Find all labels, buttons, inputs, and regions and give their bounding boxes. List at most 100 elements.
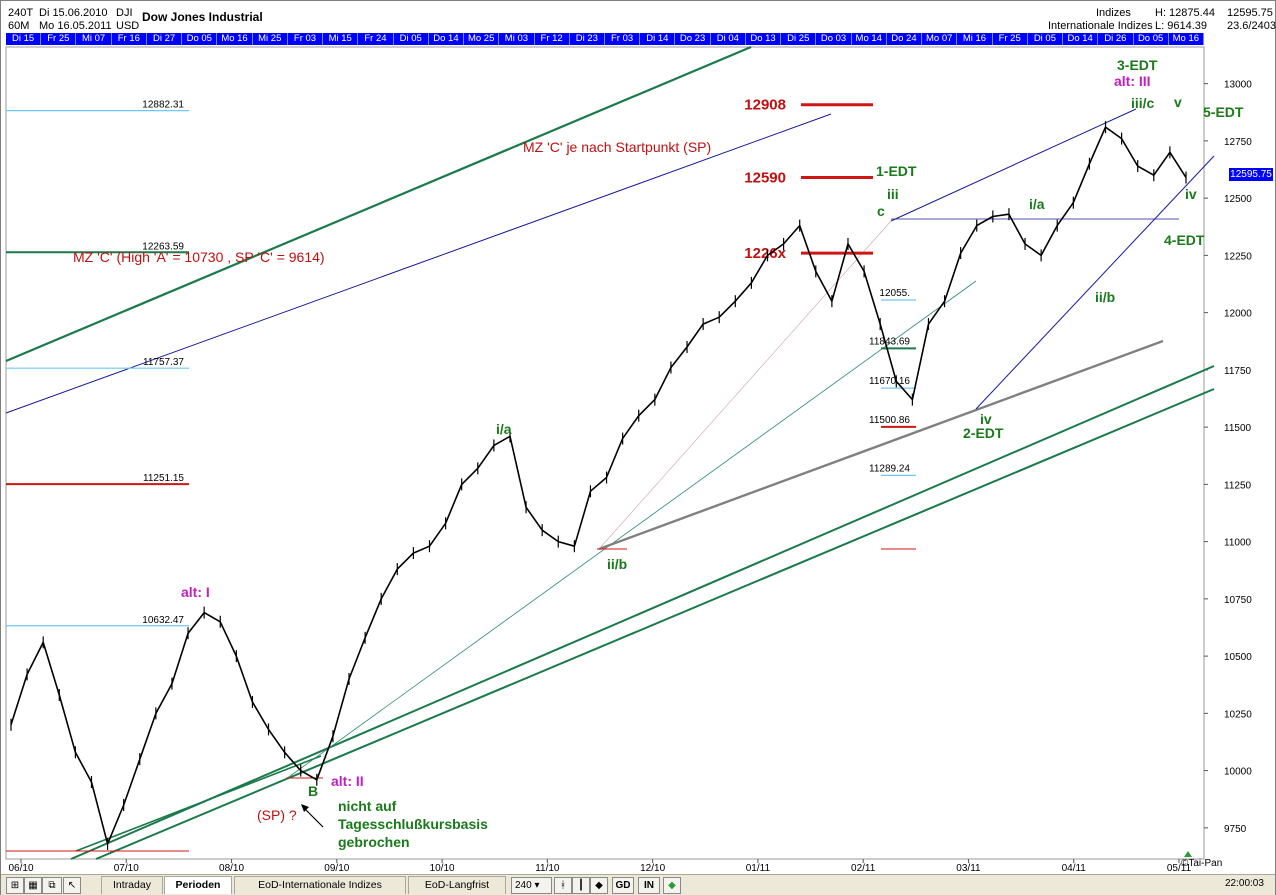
green-marker-icon: [1184, 851, 1192, 857]
grid-icon[interactable]: ▦: [24, 877, 42, 894]
date-strip-item[interactable]: Mi 15: [323, 33, 359, 45]
y-tick-label: 11000: [1224, 538, 1252, 549]
date-strip-item[interactable]: Do 03: [816, 33, 852, 45]
note-arrow-head: [301, 804, 309, 812]
target-level-label: 12908: [744, 97, 786, 114]
date-strip-item[interactable]: Do 05: [182, 33, 218, 45]
annotation-wave-ia-1: i/a: [496, 421, 512, 437]
bar-chart-icon[interactable]: ᚼ: [554, 877, 572, 894]
annotation-note-1: nicht auf: [338, 798, 397, 814]
date-strip-item[interactable]: Fr 03: [288, 33, 324, 45]
y-tick-label: 10750: [1224, 595, 1252, 606]
x-tick-label: 07/10: [114, 863, 139, 874]
date-strip-item[interactable]: Mi 07: [76, 33, 112, 45]
annotation-mz-c-high: MZ 'C' (High 'A' = 10730 , SP 'C' = 9614…: [73, 249, 325, 265]
date-strip-item[interactable]: Fr 12: [535, 33, 570, 45]
annotation-alt-1: alt: I: [181, 584, 210, 600]
date-strip-item[interactable]: Di 26: [1098, 33, 1134, 45]
fan-line-thin: [285, 280, 977, 780]
note-arrow: [302, 806, 324, 828]
annotation-wave-iiic: iii/c: [1131, 95, 1155, 111]
date-strip-item[interactable]: Mi 16: [957, 33, 993, 45]
mz-c-channel-line: [5, 113, 832, 414]
expand-icon[interactable]: ⊞: [6, 877, 24, 894]
date-strip-item[interactable]: Do 14: [429, 33, 465, 45]
annotation-wave-iv-1: iv: [980, 411, 992, 427]
date-strip-item[interactable]: Do 23: [675, 33, 711, 45]
tab-eod-langfrist[interactable]: EoD-Langfrist: [408, 876, 506, 894]
plot-area: [5, 46, 1205, 860]
fib-level-label: 10632.47: [142, 615, 184, 626]
y-tick-label: 10250: [1224, 709, 1252, 720]
annotation-edt-4: 4-EDT: [1164, 232, 1205, 248]
y-tick-label: 12750: [1224, 137, 1252, 148]
date-strip-item[interactable]: Fr 03: [605, 33, 641, 45]
lower-wedge-line: [975, 155, 1215, 410]
gd-button[interactable]: GD: [612, 877, 634, 894]
date-strip-item[interactable]: Fr 25: [41, 33, 77, 45]
date-strip-item[interactable]: Di 25: [781, 33, 817, 45]
annotation-note-2: Tagesschlußkursbasis: [338, 816, 488, 832]
date-strip-item[interactable]: Fr 25: [993, 33, 1028, 45]
date-strip-item[interactable]: Di 15: [6, 33, 42, 45]
date-strip-item[interactable]: Di 14: [640, 33, 676, 45]
indicator-icon[interactable]: ◆: [663, 877, 681, 894]
date-strip-item[interactable]: Do 14: [1063, 33, 1099, 45]
annotation-alt-2: alt: II: [331, 773, 364, 789]
x-tick-label: 06/10: [8, 863, 33, 874]
cursor-icon[interactable]: ↖: [63, 877, 81, 894]
to-date: Mo 16.05.2011: [39, 20, 112, 32]
annotation-edt-1: 1-EDT: [876, 163, 917, 179]
date-strip-item[interactable]: Di 23: [570, 33, 605, 45]
upper-channel-line: [5, 45, 752, 363]
annotation-wave-iv-2: iv: [1185, 186, 1197, 202]
tab-perioden[interactable]: Perioden: [164, 876, 232, 894]
y-tick-label: 12000: [1224, 309, 1252, 320]
date-strip-item[interactable]: Mo 14: [852, 33, 887, 45]
date-strip-item[interactable]: Fr 24: [358, 33, 394, 45]
date-strip-item[interactable]: Mo 16: [217, 33, 253, 45]
low-value: L: 9614.39: [1155, 20, 1207, 32]
from-date: Di 15.06.2010: [39, 7, 108, 19]
annotation-wave-iib-1: ii/b: [607, 556, 627, 572]
annotation-note-3: gebrochen: [338, 834, 410, 850]
date-strip-item[interactable]: Mo 16: [1169, 33, 1204, 45]
date-strip-item[interactable]: Mo 07: [922, 33, 958, 45]
date-strip-item[interactable]: Di 05: [1028, 33, 1064, 45]
last-price-box: 12595.75: [1229, 168, 1273, 181]
date-strip-item[interactable]: Mi 25: [253, 33, 288, 45]
retrace-level-label: 11289.24: [869, 463, 910, 474]
date-strip-item[interactable]: Di 04: [711, 33, 746, 45]
tab-intraday[interactable]: Intraday: [101, 876, 163, 894]
y-tick-label: 11750: [1224, 366, 1252, 377]
price-chart[interactable]: 9750 10000 10250 10500 10750 11000 11250 11500 1…: [1, 1, 1275, 874]
date-strip-item[interactable]: Di 27: [147, 33, 183, 45]
price-line: [10, 126, 1187, 845]
date-strip-item[interactable]: Fr 16: [112, 33, 147, 45]
color-icon[interactable]: ◆: [590, 877, 608, 894]
chart-title: Dow Jones Industrial: [142, 10, 263, 24]
lower-channel-line-1: [70, 365, 1215, 860]
in-button[interactable]: IN: [638, 877, 660, 894]
candle-icon[interactable]: ┃: [572, 877, 590, 894]
date-strip-item[interactable]: Do 24: [887, 33, 923, 45]
date-strip-item[interactable]: Mi 03: [499, 33, 535, 45]
date-strip-item[interactable]: Mo 25: [464, 33, 500, 45]
y-tick-label: 10000: [1224, 767, 1252, 778]
upper-wedge-line: [890, 108, 1137, 222]
target-level-label: 12590: [744, 170, 786, 187]
date-strip-item[interactable]: Do 05: [1134, 33, 1169, 45]
support-line: [75, 755, 322, 852]
date-strip-item[interactable]: Do 13: [746, 33, 782, 45]
date-strip-item[interactable]: Di 05: [394, 33, 429, 45]
x-tick-label: 02/11: [851, 863, 876, 874]
interval-select[interactable]: 240 ▾: [511, 877, 552, 894]
annotation-mz-c-start: MZ 'C' je nach Startpunkt (SP): [523, 139, 711, 155]
date-strip[interactable]: Di 15 Fr 25 Mi 07 Fr 16 Di 27 Do 05 Mo 16 Mi 25…: [6, 33, 1204, 45]
annotation-alt-3: alt: III: [1114, 73, 1151, 89]
tab-eod-internationale-indizes[interactable]: EoD-Internationale Indizes: [234, 876, 406, 894]
interval-label: 240T: [8, 7, 34, 19]
window-icon[interactable]: ⧉: [42, 877, 62, 894]
annotation-wave-v: v: [1174, 94, 1182, 110]
y-tick-label: 13000: [1224, 80, 1252, 91]
